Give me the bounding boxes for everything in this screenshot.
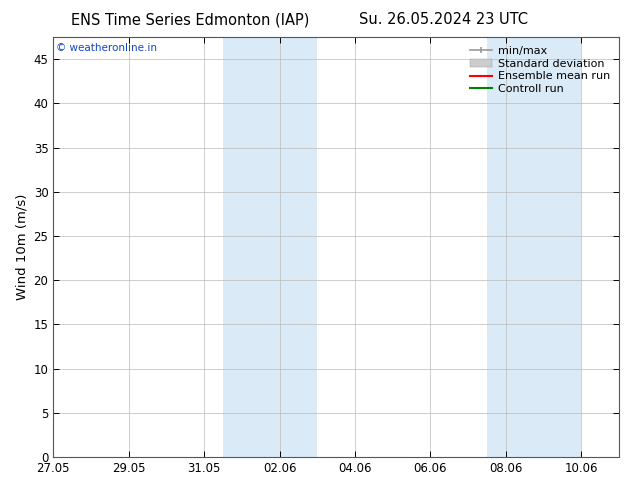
Y-axis label: Wind 10m (m/s): Wind 10m (m/s) <box>15 194 28 300</box>
Bar <box>223 37 317 457</box>
Legend: min/max, Standard deviation, Ensemble mean run, Controll run: min/max, Standard deviation, Ensemble me… <box>467 43 614 98</box>
Bar <box>487 37 581 457</box>
Text: © weatheronline.in: © weatheronline.in <box>56 43 157 53</box>
Text: ENS Time Series Edmonton (IAP): ENS Time Series Edmonton (IAP) <box>71 12 309 27</box>
Text: Su. 26.05.2024 23 UTC: Su. 26.05.2024 23 UTC <box>359 12 528 27</box>
